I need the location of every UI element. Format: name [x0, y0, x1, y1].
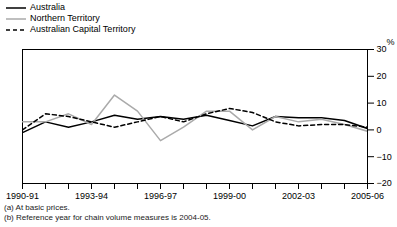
html-text:Australia: Australia	[30, 2, 65, 12]
svg-text:1990-91: 1990-91	[6, 191, 39, 201]
html-text:Northern Territory: Northern Territory	[30, 13, 100, 23]
html-text:(b) Reference year for chain v: (b) Reference year for chain volume meas…	[4, 213, 211, 222]
svg-text:−10: −10	[377, 152, 392, 162]
svg-text:2002-03: 2002-03	[282, 191, 315, 201]
svg-text:2005-06: 2005-06	[351, 191, 384, 201]
html-text:Australian Capital Territory: Australian Capital Territory	[30, 24, 136, 34]
svg-text:1993-94: 1993-94	[75, 191, 108, 201]
svg-text:1996-97: 1996-97	[144, 191, 177, 201]
html-text:(a) At basic prices.: (a) At basic prices.	[4, 203, 70, 212]
svg-text:30: 30	[377, 44, 387, 54]
svg-text:20: 20	[377, 71, 387, 81]
svg-text:0: 0	[377, 125, 382, 135]
svg-text:1999-00: 1999-00	[213, 191, 246, 201]
svg-text:%: %	[386, 37, 394, 47]
svg-text:−20: −20	[377, 178, 392, 188]
svg-text:10: 10	[377, 98, 387, 108]
